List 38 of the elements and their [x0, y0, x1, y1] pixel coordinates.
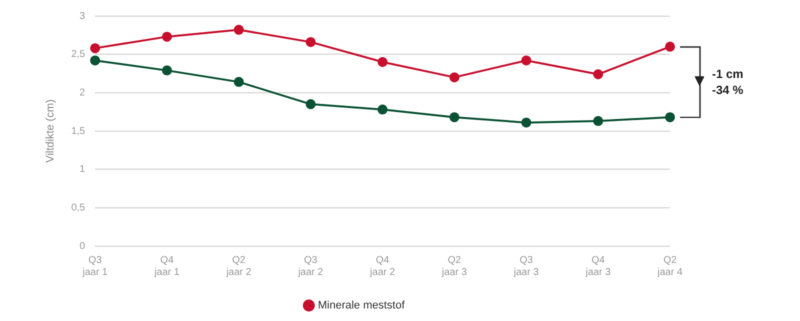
x-tick-label: Q4 jaar 2	[369, 254, 396, 278]
y-tick-label: 2,5	[71, 49, 86, 60]
point	[449, 112, 460, 122]
point	[593, 116, 604, 126]
legend-label: Minerale meststof	[318, 300, 406, 312]
y-tick-label: 1,5	[71, 126, 86, 137]
x-tick-label: Q2 jaar 4	[656, 254, 683, 278]
point	[521, 118, 532, 128]
y-tick-label: 3	[80, 10, 86, 22]
point	[378, 104, 388, 115]
x-tick-label: Q3 jaar 2	[297, 254, 324, 278]
point	[234, 76, 244, 87]
x-tick-label: Q4 jaar 1	[153, 254, 180, 278]
x-tick-label: Q3 jaar 3	[512, 254, 540, 278]
y-tick-label: 2	[80, 87, 86, 98]
point	[593, 69, 604, 80]
point	[449, 72, 460, 82]
x-tick-label: Q2 jaar 3	[440, 254, 468, 278]
point	[234, 24, 244, 35]
y-tick-label: 1	[80, 164, 86, 176]
y-tick-label: 0	[80, 240, 86, 252]
point	[90, 55, 100, 66]
y-axis-title: Viltdikte (cm)	[44, 99, 57, 163]
point	[378, 57, 388, 67]
point	[162, 32, 172, 42]
x-tick-label: Q2 jaar 2	[225, 254, 252, 278]
point	[665, 42, 675, 52]
x-tick-label: Q4 jaar 3	[584, 254, 612, 278]
point	[521, 55, 532, 66]
text: -34 %	[712, 82, 744, 98]
point	[306, 99, 316, 110]
text: -1 cm	[712, 66, 744, 82]
point	[90, 43, 100, 54]
point	[306, 37, 316, 48]
point	[665, 112, 675, 122]
y-tick-label: 0,5	[71, 202, 86, 214]
x-tick-label: Q3 jaar 1	[82, 254, 108, 278]
point	[162, 65, 172, 76]
